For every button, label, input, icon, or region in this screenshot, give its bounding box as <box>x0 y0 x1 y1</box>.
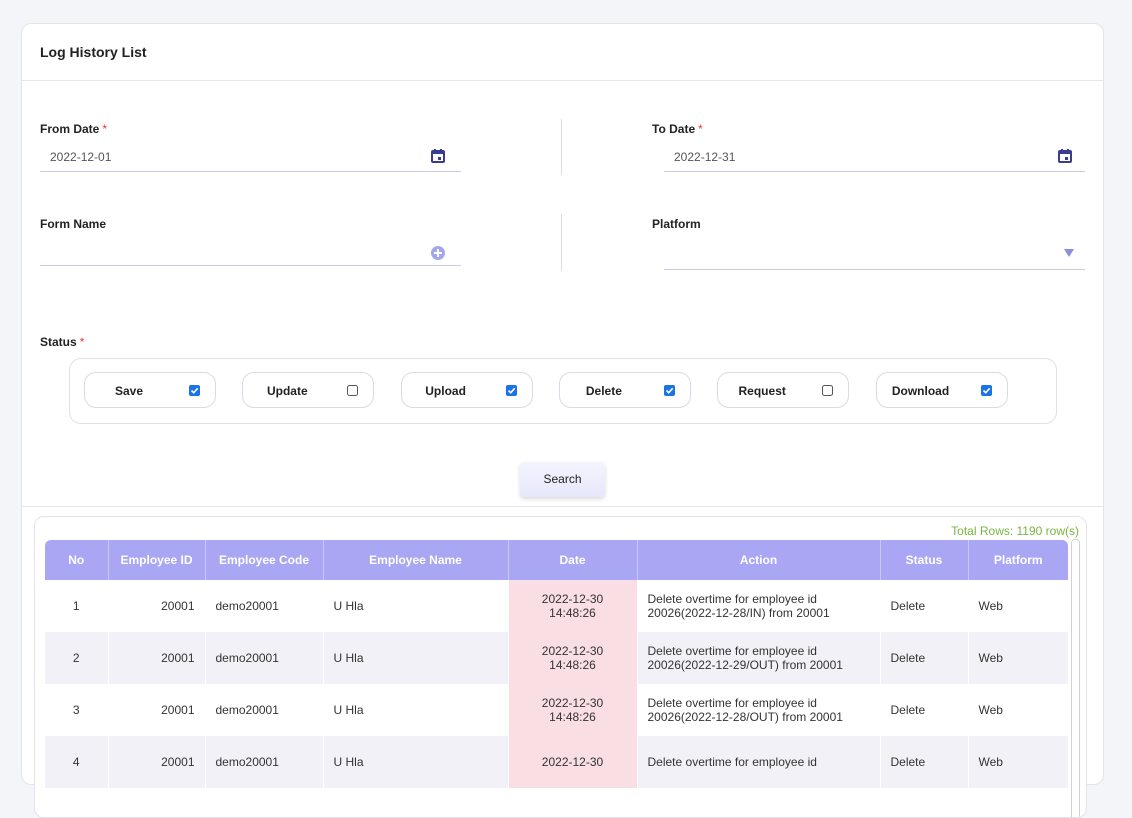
required-mark: * <box>102 122 108 136</box>
option-label: Delete <box>585 384 622 398</box>
option-label: Request <box>738 384 786 398</box>
column-header: Action <box>637 540 881 580</box>
table-cell: U Hla <box>323 580 509 632</box>
status-options: Save Update Upload Delete Request Download <box>69 358 1057 424</box>
table-row: 2 20001 demo20001 U Hla 2022-12-30 14:48:26 D… <box>45 632 1069 684</box>
date-input[interactable]: 2022-12-31 <box>674 150 736 164</box>
status-pill[interactable]: Save <box>84 372 216 408</box>
table-cell: U Hla <box>323 736 509 788</box>
separator <box>561 214 562 271</box>
table-cell: Delete <box>880 580 969 632</box>
option-label: Update <box>266 384 308 398</box>
option-label: Save <box>114 384 144 398</box>
table-cell: Web <box>968 580 1069 632</box>
calendar-icon[interactable] <box>1057 148 1073 164</box>
column-header: Date <box>508 540 638 580</box>
scrollbar <box>1071 539 1080 817</box>
select-underline <box>664 269 1085 270</box>
table-cell: Delete overtime for employee id 20026(20… <box>637 684 881 736</box>
add-icon[interactable] <box>430 245 446 261</box>
label-text: Platform <box>652 217 701 231</box>
table-cell: 20001 <box>108 580 206 632</box>
table-row: 3 20001 demo20001 U Hla 2022-12-30 14:48:26 D… <box>45 684 1069 736</box>
status-pill[interactable]: Update <box>242 372 375 408</box>
log-history-card: Log History List From Date * 2022-12-01 T… <box>21 23 1104 818</box>
table-cell: demo20001 <box>205 684 324 736</box>
option-label: Download <box>891 384 950 398</box>
status-pill[interactable]: Delete <box>558 372 691 408</box>
table-cell: Delete overtime for employee id <box>637 736 881 788</box>
table-card: Total Rows: 1190 row(s) No Employee ID Emp… <box>34 516 1087 818</box>
table-cell: Delete <box>880 684 969 736</box>
column-header: Employee ID <box>108 540 206 580</box>
label-text: From Date <box>40 122 100 136</box>
table-cell: U Hla <box>323 684 509 736</box>
checkbox[interactable] <box>189 385 200 396</box>
table-cell: 2022-12-30 14:48:26 <box>508 580 638 632</box>
table-cell: 1 <box>45 580 109 632</box>
date-input[interactable]: 2022-12-01 <box>50 150 112 164</box>
input-underline <box>40 171 461 172</box>
field-label: To Date * <box>652 122 703 136</box>
table-cell: U Hla <box>323 632 509 684</box>
total-rows: Total Rows: 1190 row(s) <box>951 524 1079 538</box>
page: Log History List From Date * 2022-12-01 T… <box>21 23 1104 818</box>
calendar-icon[interactable] <box>430 148 446 164</box>
checkbox[interactable] <box>980 385 992 396</box>
table-cell: 2022-12-30 14:48:26 <box>508 684 638 736</box>
table-cell: 20001 <box>108 632 206 684</box>
divider <box>22 80 1103 81</box>
table-row: 4 20001 demo20001 U Hla 2022-12-30 Delete ove… <box>45 736 1069 788</box>
table-cell: 20001 <box>108 684 206 736</box>
divider <box>22 506 1103 507</box>
required-mark: * <box>698 122 703 136</box>
table-cell: Web <box>968 684 1069 736</box>
field-label: Form Name <box>40 217 106 231</box>
table-cell: demo20001 <box>205 580 324 632</box>
checkbox[interactable] <box>663 385 675 396</box>
table-cell: 4 <box>45 736 109 788</box>
input-underline <box>40 265 461 266</box>
log-table: No Employee ID Employee Code Employee Name D… <box>45 540 1069 788</box>
field-label: From Date * <box>40 122 107 136</box>
table-cell: Delete overtime for employee id 20026(20… <box>637 580 881 632</box>
column-header: Employee Name <box>323 540 509 580</box>
table-cell: 2022-12-30 14:48:26 <box>508 632 638 684</box>
field-label: Status * <box>40 335 84 349</box>
table-row: 1 20001 demo20001 U Hla 2022-12-30 14:48:26 D… <box>45 580 1069 632</box>
separator <box>561 119 562 175</box>
table-cell: Web <box>968 736 1069 788</box>
label-text: Status <box>40 335 77 349</box>
search-button[interactable]: Search <box>520 462 605 497</box>
table-cell: Delete <box>880 632 969 684</box>
card-title: Log History List <box>40 44 147 60</box>
input-underline <box>664 171 1085 172</box>
table-cell: 2022-12-30 <box>508 736 638 788</box>
checkbox[interactable] <box>347 385 359 396</box>
table-cell: demo20001 <box>205 632 324 684</box>
header-row: No Employee ID Employee Code Employee Name D… <box>45 540 1068 580</box>
field-label: Platform <box>652 217 701 231</box>
label-text: Form Name <box>40 217 107 231</box>
status-pill[interactable]: Upload <box>400 372 533 408</box>
column-header: Status <box>880 540 969 580</box>
checkbox[interactable] <box>505 385 517 396</box>
column-header: No <box>45 540 109 580</box>
status-pill[interactable]: Download <box>875 372 1008 408</box>
checkbox[interactable] <box>822 385 834 396</box>
column-header: Platform <box>968 540 1068 580</box>
table-cell: Delete <box>880 736 969 788</box>
table-cell: 3 <box>45 684 109 736</box>
table-cell: Web <box>968 632 1069 684</box>
column-header: Employee Code <box>205 540 324 580</box>
label-text: To Date <box>652 122 696 136</box>
table-cell: demo20001 <box>205 736 324 788</box>
option-label: Upload <box>425 384 466 398</box>
table-cell: 2 <box>45 632 109 684</box>
table-cell: Delete overtime for employee id 20026(20… <box>637 632 881 684</box>
status-pill[interactable]: Request <box>717 372 850 408</box>
required-mark: * <box>79 335 85 349</box>
dropdown-arrow[interactable] <box>1064 248 1074 258</box>
table-cell: 20001 <box>108 736 206 788</box>
